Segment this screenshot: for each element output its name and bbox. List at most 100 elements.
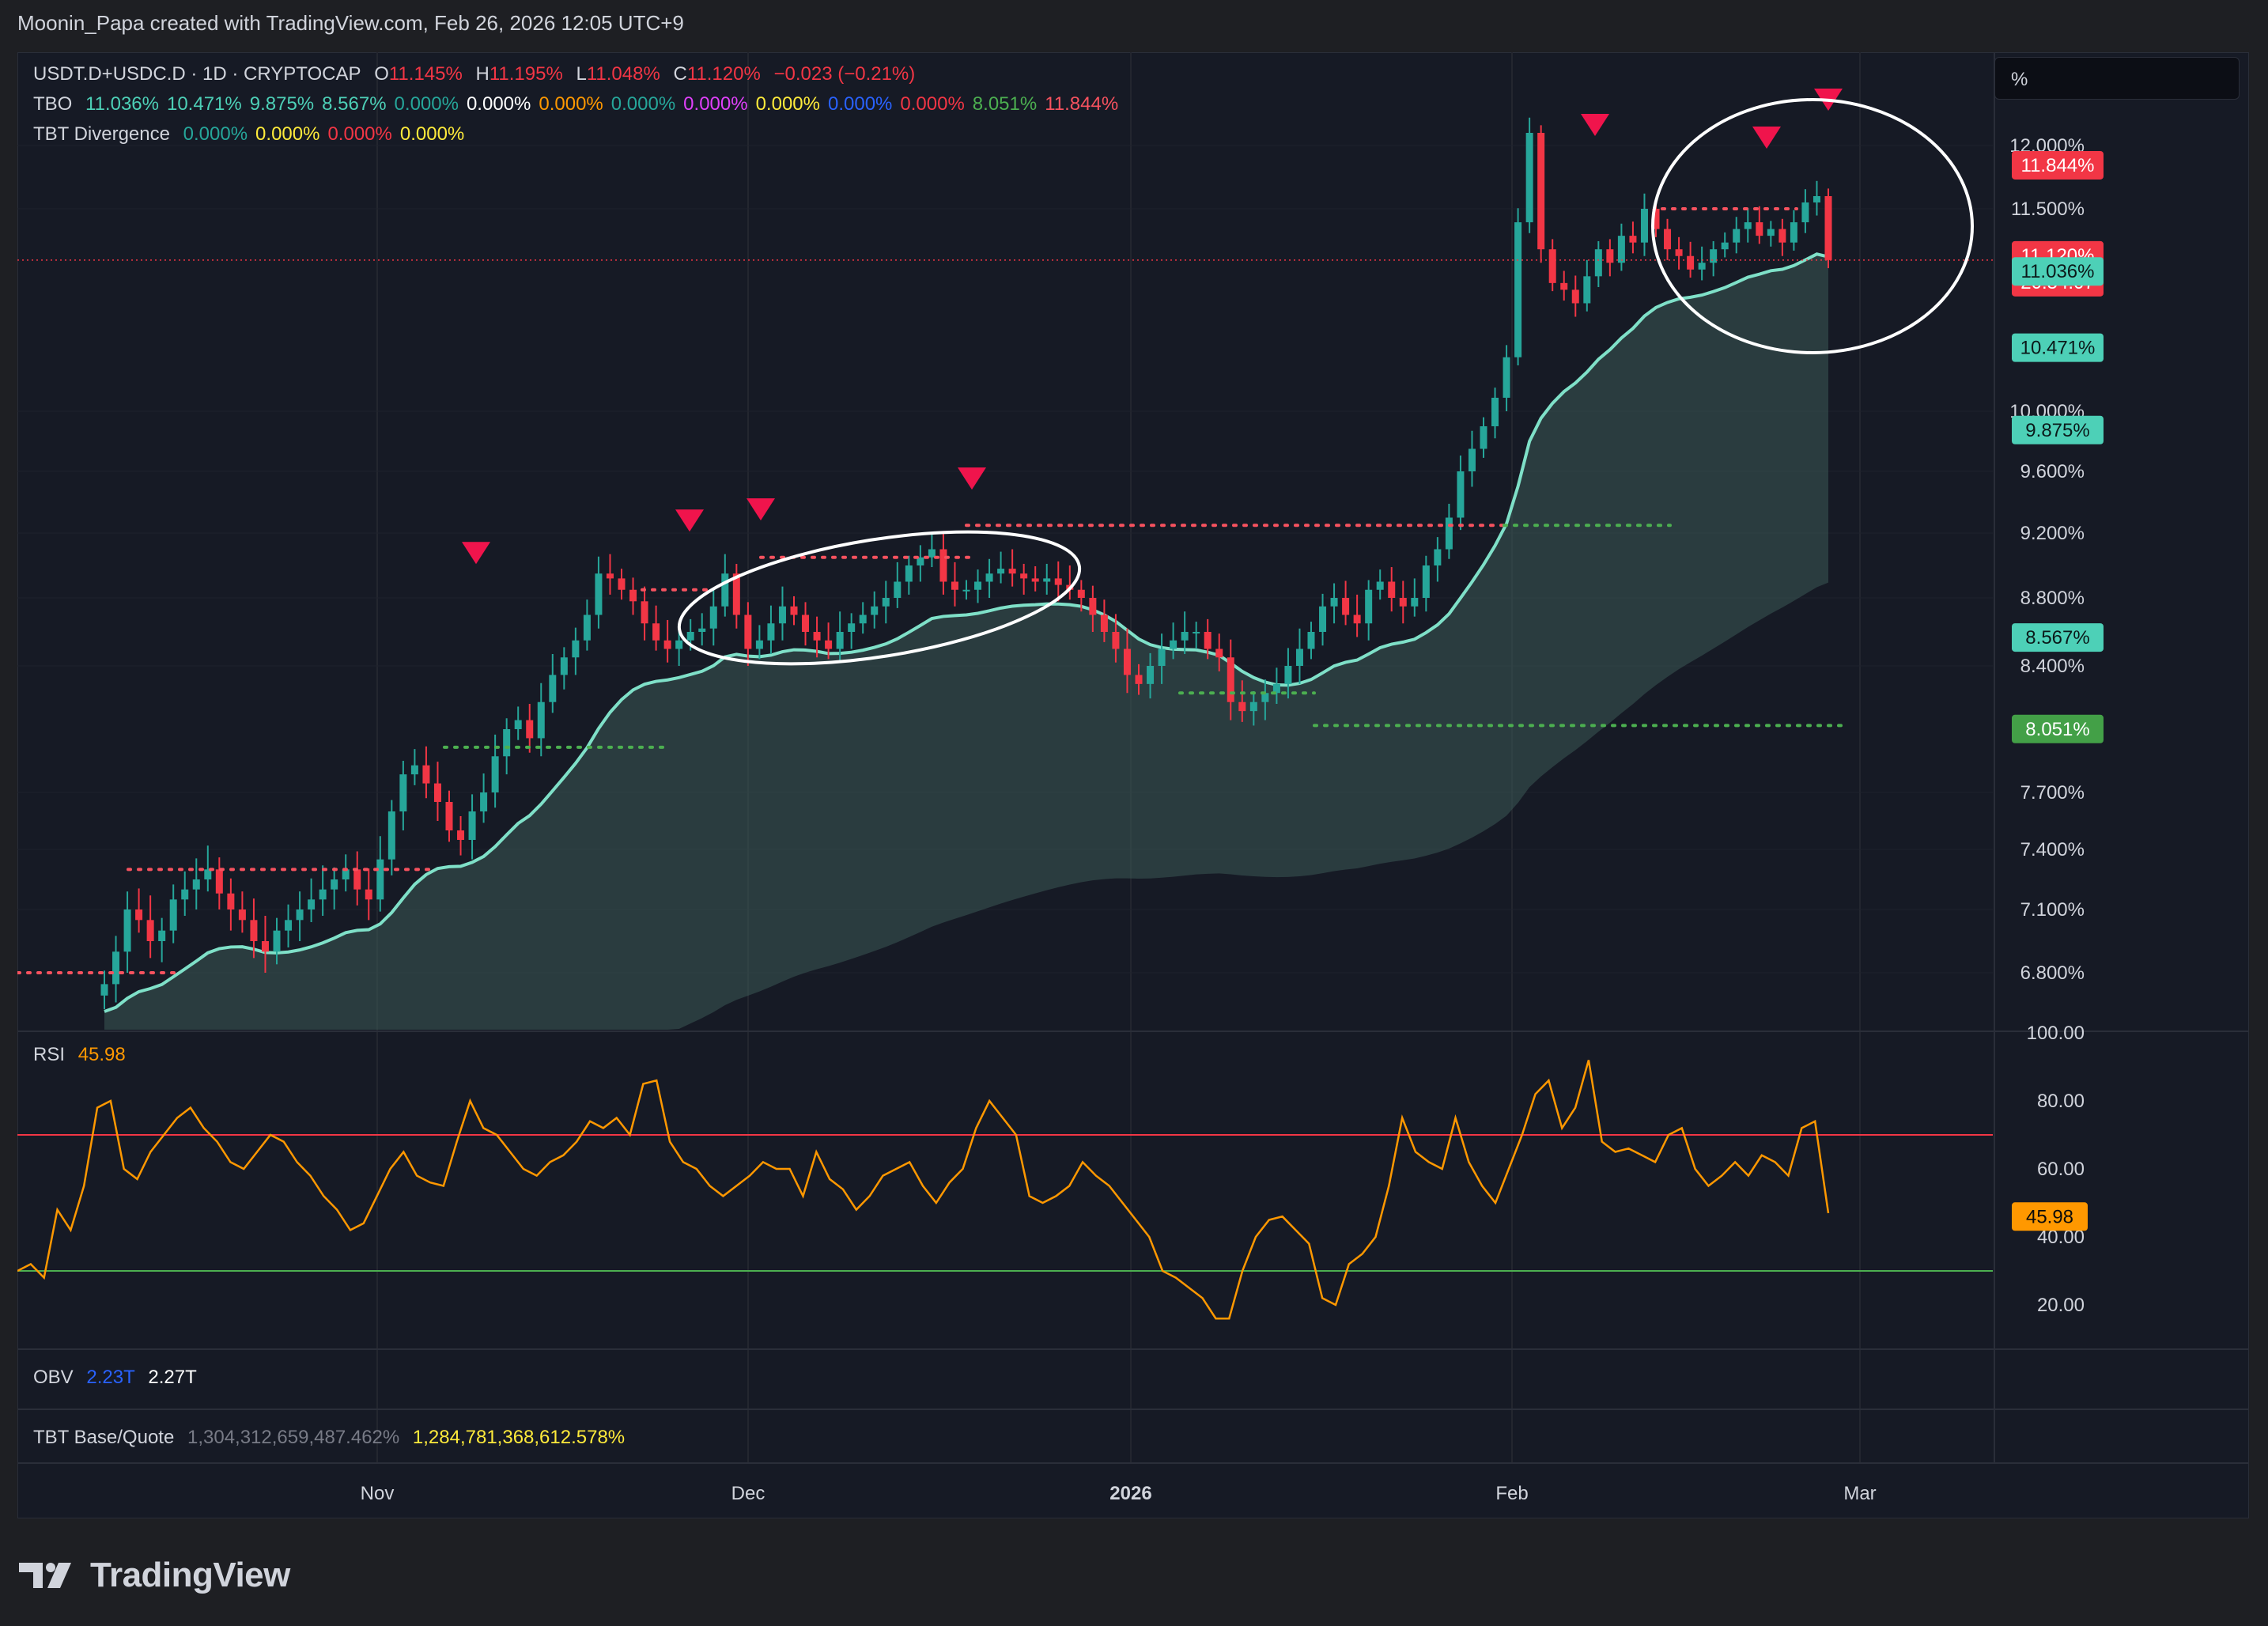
candle-body xyxy=(1664,229,1672,250)
candle-body xyxy=(158,930,166,941)
price-tick-label: 7.700% xyxy=(2020,782,2085,804)
candle-body xyxy=(227,893,235,909)
chart-canvas[interactable]: 12.000%11.500%10.000%9.600%9.200%8.800%8… xyxy=(17,52,2249,1518)
candle xyxy=(365,868,372,921)
candle xyxy=(595,556,603,629)
candle-body xyxy=(376,859,384,900)
candle xyxy=(1537,125,1545,263)
candle xyxy=(1617,223,1625,271)
candle-body xyxy=(135,909,143,921)
rsi-tick-label: 100.00 xyxy=(2027,1023,2085,1044)
candle-body xyxy=(1238,701,1246,712)
candle-body xyxy=(308,899,316,909)
candle xyxy=(1227,639,1234,720)
candle xyxy=(526,704,534,753)
candle-body xyxy=(1020,573,1028,579)
candle-body xyxy=(836,632,844,649)
candle-body xyxy=(1594,249,1602,277)
candle xyxy=(1525,117,1533,233)
candle-body xyxy=(1687,255,1695,270)
candle-body xyxy=(606,573,614,579)
candle xyxy=(859,602,867,634)
candle xyxy=(1054,561,1062,602)
candle xyxy=(1077,580,1085,612)
candle xyxy=(1698,246,1706,281)
candle-body xyxy=(698,628,706,632)
candle-body xyxy=(491,756,499,792)
candle xyxy=(755,625,763,660)
candle xyxy=(1629,221,1637,254)
candle-body xyxy=(1399,598,1407,607)
rsi-tick-label: 20.00 xyxy=(2037,1295,2085,1316)
tbo-value-2: 9.875% xyxy=(249,93,315,115)
candle-body xyxy=(1434,549,1442,565)
candle-body xyxy=(353,869,361,890)
rsi-legend: RSI 45.98 xyxy=(33,1044,134,1066)
candle xyxy=(1767,221,1775,247)
candle-body xyxy=(848,623,856,632)
price-tick-label: 6.800% xyxy=(2020,962,2085,984)
time-tick-label: Dec xyxy=(731,1483,765,1504)
sell-signal-triangle xyxy=(462,542,490,565)
tbt-bq-value-1: 1,304,312,659,487.462% xyxy=(187,1427,400,1448)
candle-body xyxy=(285,920,293,931)
candle-body xyxy=(675,640,683,649)
price-badge-label: 9.875% xyxy=(2025,420,2089,441)
candle xyxy=(1204,618,1211,660)
candle xyxy=(100,970,108,1010)
candle xyxy=(1571,275,1579,317)
candle xyxy=(836,611,844,663)
candle-body xyxy=(767,623,775,641)
candle-body xyxy=(1790,222,1797,243)
candle xyxy=(1801,189,1809,233)
candle-body xyxy=(1629,236,1637,243)
tbo-value-12: 8.051% xyxy=(972,93,1038,115)
candle-body xyxy=(204,869,212,879)
candle-body xyxy=(445,802,453,830)
candle xyxy=(1721,232,1729,258)
price-tick-label: 7.400% xyxy=(2020,839,2085,860)
tbo-value-6: 0.000% xyxy=(539,93,603,115)
candle xyxy=(1503,345,1510,411)
candle xyxy=(1123,628,1131,694)
candle xyxy=(1664,218,1672,260)
candle xyxy=(1491,388,1499,439)
candle-body xyxy=(1376,581,1384,590)
candle xyxy=(583,599,591,651)
candle-body xyxy=(169,899,177,931)
candle-body xyxy=(1043,578,1051,582)
price-axis: 12.000%11.500%10.000%9.600%9.200%8.800%8… xyxy=(17,52,2249,1464)
candle-body xyxy=(583,614,591,641)
ohlc-change: −0.023 (−0.21%) xyxy=(773,63,916,85)
candle-body xyxy=(1571,289,1579,304)
tbo-label: TBO xyxy=(33,93,73,115)
price-badge-label: 11.844% xyxy=(2021,155,2095,176)
candle-body xyxy=(1480,426,1487,449)
candle-body xyxy=(1123,649,1131,675)
obv-legend: OBV 2.23T 2.27T xyxy=(33,1367,205,1389)
candle-body xyxy=(1227,657,1234,702)
candle-body xyxy=(618,578,626,590)
candle xyxy=(169,884,177,943)
candle xyxy=(974,569,982,603)
candle-body xyxy=(319,889,327,900)
candle xyxy=(1066,565,1074,600)
candle-body xyxy=(1606,249,1614,263)
candle xyxy=(1560,270,1568,301)
candle xyxy=(1824,188,1832,269)
candle-body xyxy=(1537,133,1545,250)
candle-body xyxy=(273,930,281,952)
candle xyxy=(353,851,361,906)
candle xyxy=(445,790,453,842)
candle xyxy=(192,858,200,909)
candle-body xyxy=(342,869,350,879)
scale-mode-box[interactable]: % xyxy=(1994,57,2240,100)
candle-body xyxy=(859,614,867,624)
sell-signal-triangle xyxy=(1752,127,1781,149)
candle-body xyxy=(721,573,729,607)
candle xyxy=(1307,622,1315,660)
candle xyxy=(641,586,648,641)
candle-body xyxy=(250,920,258,941)
candle-body xyxy=(871,606,879,615)
candle-body xyxy=(1215,649,1223,658)
